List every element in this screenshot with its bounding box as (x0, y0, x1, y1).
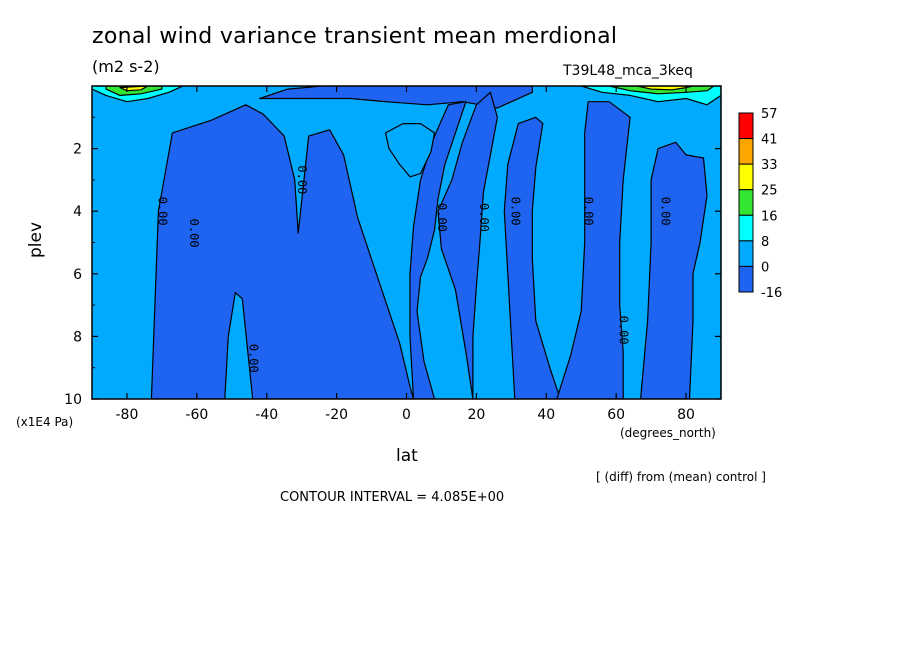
colorbar-label: 25 (761, 184, 778, 199)
colorbar-label: 8 (761, 235, 769, 250)
contour-interval: CONTOUR INTERVAL = 4.085E+00 (280, 490, 505, 505)
contour-label-1: 0.00 (187, 219, 201, 248)
axis-ticks: -80 -60 -40 -20 0 20 40 60 80 2 4 6 8 10 (64, 86, 721, 423)
colorbar-label: 57 (761, 107, 778, 122)
y-tick-label: 10 (64, 392, 82, 408)
region-negative-midlat-nh (437, 91, 498, 399)
contour-label-8: 0.00 (617, 316, 631, 345)
contour-label-9: 0.00 (659, 197, 673, 226)
x-tick-label: -40 (255, 407, 278, 423)
colorbar-swatch (738, 240, 754, 267)
x-tick-label: -20 (325, 407, 348, 423)
contour-labels: 0.00 0.00 0.00 0.00 0.00 0.00 0.00 0.00 0.00 0.00 (155, 165, 672, 372)
x-tick-label: 80 (677, 407, 695, 423)
contour-label-5: 0.00 (477, 203, 491, 232)
region-negative-center (409, 101, 467, 399)
chart-title: zonal wind variance transient mean merdi… (92, 24, 618, 49)
diff-note: [ (diff) from (mean) control ] (596, 470, 766, 484)
x-tick-label: -60 (185, 407, 208, 423)
colorbar-swatch (738, 214, 754, 242)
y-tick-label: 2 (73, 142, 82, 158)
colorbar-label: 0 (761, 260, 769, 275)
contour-label-7: 0.00 (582, 197, 596, 226)
region-negative-nh-column (503, 116, 561, 399)
colorbar-swatch (738, 189, 754, 216)
x-tick-label: 20 (467, 407, 485, 423)
colorbar-swatch (738, 112, 754, 140)
colorbar: 57 41 33 25 16 8 0 -16 (738, 107, 782, 301)
x-axis-units: (degrees_north) (620, 426, 716, 440)
y-axis-units: (x1E4 Pa) (16, 415, 74, 429)
x-tick-label: -80 (116, 407, 139, 423)
colorbar-label: 41 (761, 133, 778, 148)
run-label: T39L48_mca_3keq (563, 63, 693, 79)
x-tick-label: 40 (537, 407, 555, 423)
filled-contours (92, 86, 721, 399)
x-tick-label: 60 (607, 407, 625, 423)
contour-label-0: 0.00 (155, 197, 169, 226)
region-nh-polar-jet-yellow (636, 86, 694, 91)
contour-label-2: 0.00 (246, 344, 260, 373)
region-negative-sh-tower (150, 104, 415, 399)
contour-label-3: 0.00 (295, 165, 309, 194)
y-tick-label: 4 (73, 204, 82, 220)
units-subtitle: (m2 s-2) (92, 57, 160, 76)
region-negative-60n-column (556, 101, 631, 399)
colorbar-label: 33 (761, 158, 778, 173)
region-tropical-inner-contour (384, 122, 436, 178)
colorbar-swatch (738, 163, 754, 191)
colorbar-label: -16 (761, 286, 782, 301)
x-axis-label: lat (396, 446, 418, 466)
region-negative-top-band (259, 86, 533, 109)
contour-label-6: 0.00 (508, 197, 522, 226)
colorbar-swatch (738, 138, 754, 165)
y-tick-label: 6 (73, 267, 82, 283)
region-negative-80n-column (639, 141, 708, 399)
contour-area (92, 86, 721, 399)
colorbar-label: 16 (761, 209, 778, 224)
y-tick-label: 8 (73, 329, 82, 345)
colorbar-swatch (738, 265, 754, 293)
contour-label-4: 0.00 (435, 203, 449, 232)
x-tick-label: 0 (402, 407, 411, 423)
